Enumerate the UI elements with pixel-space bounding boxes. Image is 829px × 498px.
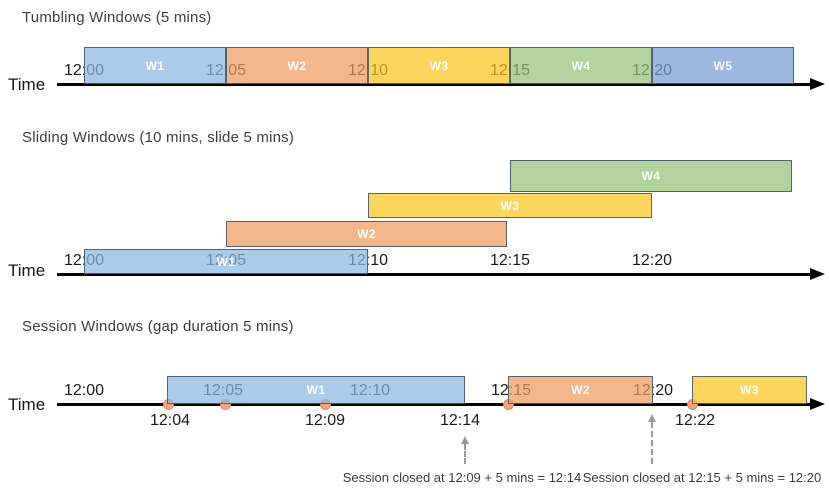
window-label: W2 [357, 227, 376, 241]
window-box-w3: W3 [692, 376, 807, 404]
time-axis-label: Time [8, 261, 46, 280]
session-close-caption: Session closed at 12:09 + 5 mins = 12:14 [342, 470, 582, 485]
window-box-w3: W3 [368, 193, 652, 218]
annotation-dashed-line [464, 444, 466, 464]
time-axis-line [57, 83, 810, 86]
window-label: W1 [306, 383, 326, 397]
event-time-label: 12:04 [149, 412, 191, 429]
section-title: Tumbling Windows (5 mins) [22, 9, 212, 26]
window-label: W4 [571, 58, 591, 73]
section-title: Session Windows (gap duration 5 mins) [22, 318, 294, 335]
session-close-caption: Session closed at 12:15 + 5 mins = 12:20 [582, 470, 822, 485]
window-label: W2 [287, 58, 307, 73]
axis-tick-label: 12:15 [489, 252, 531, 269]
window-box-w4: W4 [510, 160, 792, 192]
time-axis-label: Time [8, 395, 46, 414]
event-time-label: 12:14 [439, 412, 481, 429]
annotation-arrow-up-icon [461, 436, 469, 444]
window-box-w4: W4 [510, 47, 652, 84]
window-label: W3 [500, 198, 520, 213]
annotation-dashed-line [651, 422, 653, 464]
window-label: W4 [641, 169, 661, 183]
window-box-w5: W5 [652, 47, 794, 84]
axis-arrowhead-icon [810, 398, 825, 410]
window-box-w2: W2 [508, 376, 653, 404]
window-box-w1: W1 [84, 249, 368, 274]
window-box-w2: W2 [226, 221, 507, 247]
window-box-w1: W1 [84, 47, 226, 84]
window-label: W1 [145, 58, 165, 73]
time-axis-line [57, 273, 810, 276]
annotation-arrow-up-icon [648, 414, 656, 422]
axis-tick-label: 12:00 [63, 382, 105, 399]
window-box-w2: W2 [226, 47, 368, 84]
time-axis-label: Time [8, 75, 46, 94]
event-time-label: 12:22 [674, 412, 716, 429]
window-label: W5 [713, 58, 733, 73]
window-label: W3 [740, 383, 759, 397]
axis-arrowhead-icon [810, 268, 825, 280]
time-axis-line [57, 403, 810, 406]
axis-arrowhead-icon [810, 78, 825, 90]
window-box-w1: W1 [167, 376, 465, 404]
event-time-label: 12:09 [304, 412, 346, 429]
window-label: W3 [429, 58, 449, 73]
window-label: W2 [571, 383, 590, 397]
window-label: W1 [216, 254, 236, 269]
window-box-w3: W3 [368, 47, 510, 84]
section-title: Sliding Windows (10 mins, slide 5 mins) [22, 129, 295, 146]
axis-tick-label: 12:20 [631, 252, 673, 269]
